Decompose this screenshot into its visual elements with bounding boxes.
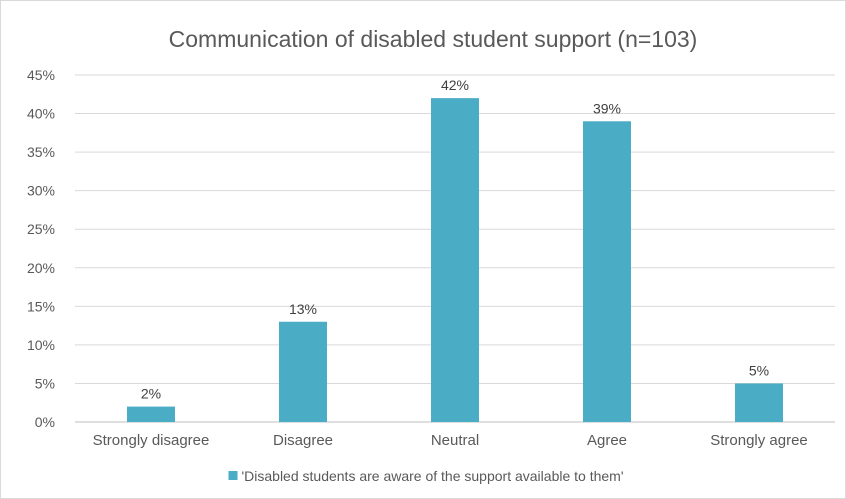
legend-label: 'Disabled students are aware of the supp…: [241, 468, 623, 484]
y-tick-label: 40%: [27, 106, 55, 122]
y-tick-label: 30%: [27, 183, 55, 199]
x-category-label: Strongly agree: [710, 432, 808, 449]
y-tick-label: 20%: [27, 260, 55, 276]
bar-strongly-disagree: [127, 406, 175, 422]
bar-neutral: [431, 98, 479, 422]
chart-title: Communication of disabled student suppor…: [169, 26, 698, 52]
y-tick-label: 35%: [27, 144, 55, 160]
data-label: 39%: [593, 100, 621, 116]
data-label: 13%: [289, 301, 317, 317]
y-axis-ticks: 0% 5% 10% 15% 20% 25% 30% 35% 40% 45%: [27, 67, 55, 430]
x-category-label: Neutral: [431, 432, 479, 449]
data-labels: 2% 13% 42% 39% 5%: [141, 77, 769, 401]
y-tick-label: 5%: [35, 375, 55, 391]
x-axis-categories: Strongly disagree Disagree Neutral Agree Str…: [93, 432, 808, 449]
x-category-label: Disagree: [273, 432, 333, 449]
bar-agree: [583, 121, 631, 423]
data-label: 5%: [749, 362, 769, 378]
y-tick-label: 10%: [27, 337, 55, 353]
data-label: 2%: [141, 386, 161, 402]
y-tick-label: 45%: [27, 67, 55, 83]
legend-swatch: [228, 471, 238, 480]
y-tick-label: 25%: [27, 221, 55, 237]
y-tick-label: 0%: [35, 414, 55, 430]
legend: 'Disabled students are aware of the supp…: [228, 468, 624, 484]
x-category-label: Agree: [587, 432, 627, 449]
bar-disagree: [279, 321, 327, 422]
data-label: 42%: [441, 77, 469, 93]
bars: [127, 98, 783, 423]
y-tick-label: 15%: [27, 298, 55, 314]
x-category-label: Strongly disagree: [93, 432, 210, 449]
bar-strongly-agree: [735, 383, 783, 422]
